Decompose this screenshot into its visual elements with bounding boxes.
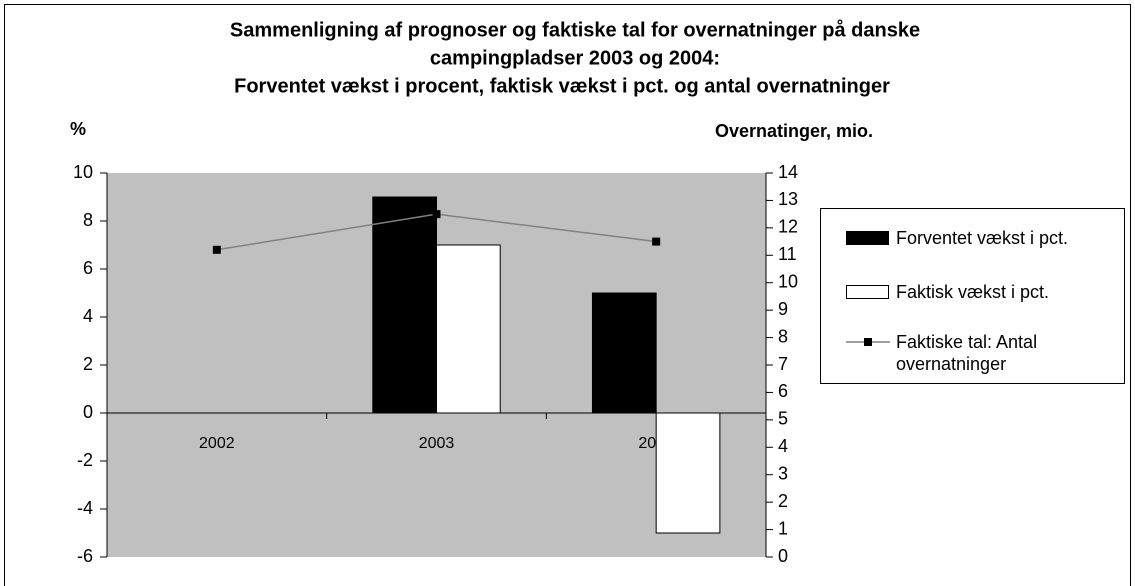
y-tick-label: 6: [83, 258, 93, 278]
y2-tick-label: 4: [778, 436, 788, 456]
y2-tick-label: 11: [778, 244, 797, 264]
marker: [212, 245, 221, 254]
y-axis-label: %: [70, 119, 86, 139]
marker: [432, 210, 441, 219]
y-tick-label: 0: [83, 402, 93, 422]
bar: [436, 244, 501, 414]
legend-swatch: [846, 285, 889, 299]
y2-tick-label: 1: [778, 518, 788, 538]
legend-marker: [864, 338, 872, 346]
legend-swatch: [846, 231, 889, 245]
y2-tick-label: 6: [778, 381, 788, 401]
frame: [4, 4, 1131, 586]
legend-label: Forventet vækst i pct.: [896, 228, 1069, 248]
y2-tick-label: 3: [778, 463, 788, 483]
x-tick-label: 2003: [419, 435, 455, 452]
y2-tick-label: 10: [778, 271, 798, 291]
y2-tick-label: 12: [778, 217, 798, 237]
y-tick-label: -6: [77, 546, 93, 566]
y-tick-label: 2: [83, 354, 93, 374]
y2-tick-label: 13: [778, 189, 798, 209]
chart-title: campingpladser 2003 og 2004:: [430, 47, 720, 69]
legend-box: [846, 285, 889, 299]
y-tick-label: 10: [73, 162, 93, 182]
chart-subtitle: Forventet vækst i procent, faktisk vækst…: [234, 75, 890, 97]
legend: Forventet vækst i pct. Faktisk vækst i pc…: [820, 208, 1125, 384]
bar: [591, 292, 657, 414]
bar: [655, 412, 721, 534]
chart-title: Sammenligning af prognoser og faktiske t…: [230, 18, 920, 41]
legend-swatch: [846, 338, 890, 346]
y2-tick-label: 5: [778, 409, 788, 429]
y2-tick-label: 8: [778, 326, 788, 346]
y2-axis-label: Overnatinger, mio.: [715, 121, 873, 141]
legend-label: Faktiske tal: Antal overnatninger: [896, 332, 1038, 374]
y-tick-label: 8: [83, 210, 93, 230]
x-tick-label: 2002: [199, 435, 235, 452]
legend-box: [846, 231, 889, 245]
y2-tick-label: 7: [778, 354, 788, 374]
y2-tick-label: 2: [778, 491, 788, 511]
y2-tick-label: 14: [778, 162, 798, 182]
marker: [652, 237, 661, 246]
legend-label: Faktisk vækst i pct.: [896, 282, 1050, 302]
y2-tick-label: 0: [778, 546, 788, 566]
bar: [372, 196, 437, 414]
y-tick-label: 4: [83, 306, 93, 326]
y-tick-label: -4: [77, 498, 93, 518]
y-tick-label: -2: [77, 450, 93, 470]
y2-tick-label: 9: [778, 299, 788, 319]
